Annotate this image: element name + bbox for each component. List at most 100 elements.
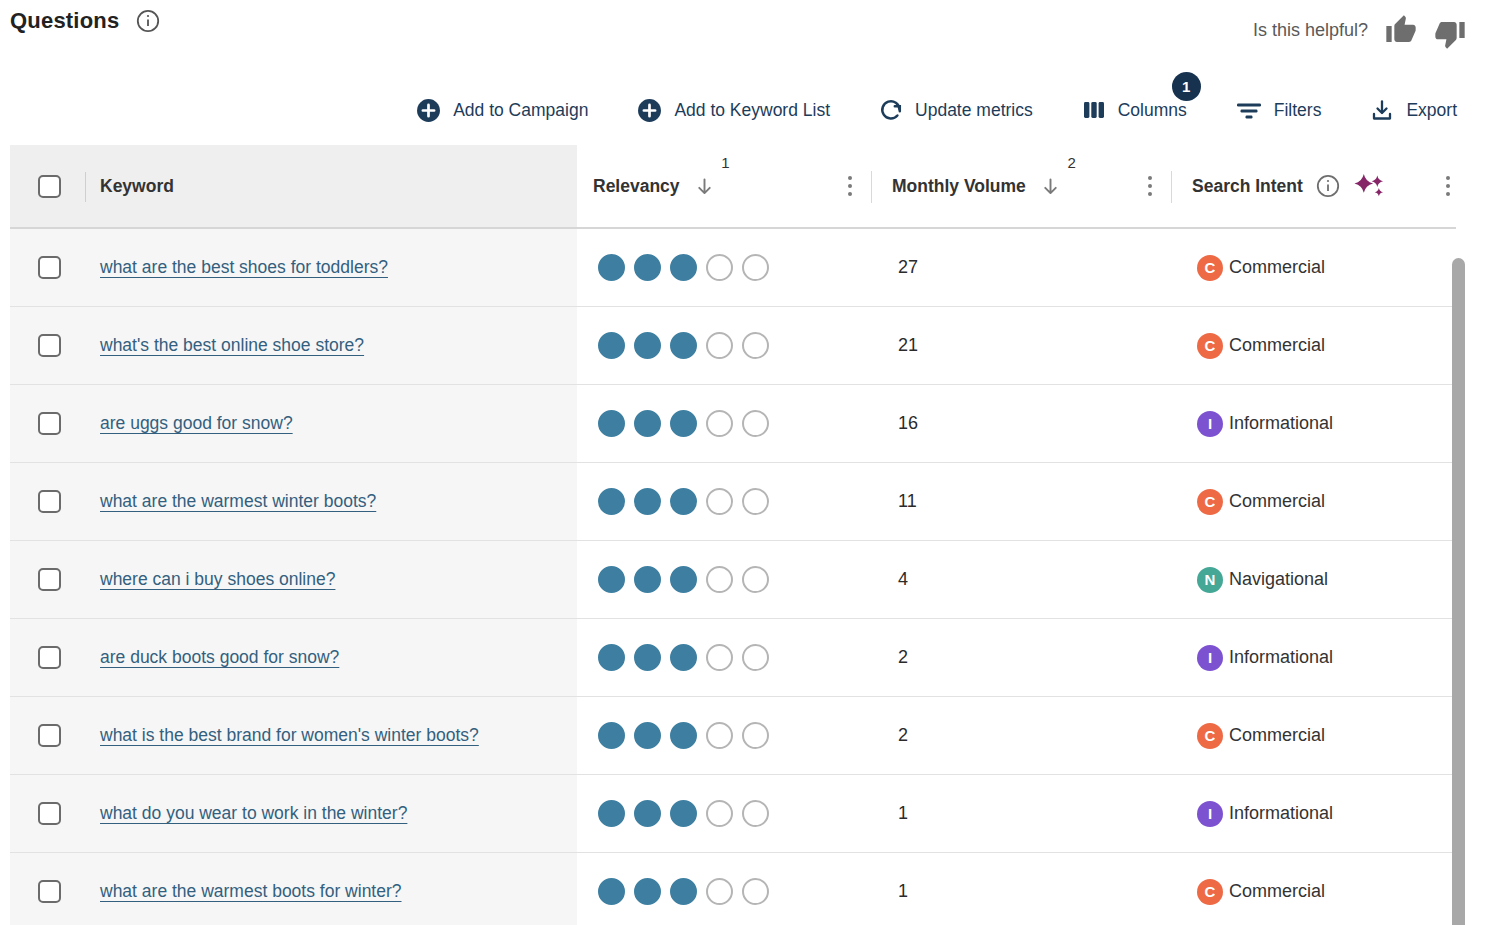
table-row: what do you wear to work in the winter? … — [10, 775, 1456, 853]
sort-desc-icon — [1040, 176, 1061, 197]
update-metrics-label: Update metrics — [915, 100, 1033, 121]
sparkles-icon[interactable] — [1353, 173, 1385, 200]
relevancy-dot — [706, 566, 733, 593]
volume-value: 1 — [892, 881, 908, 902]
export-label: Export — [1406, 100, 1457, 121]
intent-label: Informational — [1229, 647, 1333, 668]
title-info-icon[interactable] — [136, 9, 160, 33]
keyword-link[interactable]: are duck boots good for snow? — [100, 647, 339, 668]
row-checkbox[interactable] — [38, 880, 61, 903]
relevancy-dots — [593, 878, 769, 905]
relevancy-dot — [634, 722, 661, 749]
relevancy-dot — [742, 488, 769, 515]
plus-circle-icon — [637, 98, 662, 123]
relevancy-dot — [598, 800, 625, 827]
relevancy-dot — [634, 488, 661, 515]
volume-value: 27 — [892, 257, 918, 278]
row-checkbox-cell — [10, 775, 88, 852]
relevancy-cell — [577, 541, 872, 618]
columns-icon — [1082, 98, 1106, 122]
keyword-link[interactable]: what do you wear to work in the winter? — [100, 803, 407, 824]
relevancy-dot — [598, 332, 625, 359]
row-checkbox[interactable] — [38, 256, 61, 279]
row-checkbox[interactable] — [38, 724, 61, 747]
row-checkbox[interactable] — [38, 490, 61, 513]
relevancy-dot — [742, 878, 769, 905]
row-checkbox-cell — [10, 463, 88, 540]
thumb-down-icon[interactable] — [1434, 18, 1466, 50]
row-checkbox-cell — [10, 307, 88, 384]
row-checkbox[interactable] — [38, 568, 61, 591]
keyword-link[interactable]: what's the best online shoe store? — [100, 335, 364, 356]
feedback: Is this helpful? — [1253, 8, 1466, 50]
intent-cell: I Informational — [1172, 775, 1456, 852]
volume-cell: 16 — [872, 385, 1172, 462]
relevancy-dot — [634, 410, 661, 437]
intent-cell: C Commercial — [1172, 463, 1456, 540]
export-button[interactable]: Export — [1370, 98, 1457, 122]
relevancy-dot — [598, 644, 625, 671]
relevancy-dot — [742, 722, 769, 749]
table-row: are duck boots good for snow? 2 I Inform… — [10, 619, 1456, 697]
relevancy-menu-kebab-icon[interactable] — [844, 172, 857, 201]
relevancy-dot — [634, 878, 661, 905]
volume-value: 21 — [892, 335, 918, 356]
volume-value: 1 — [892, 803, 908, 824]
relevancy-dot — [706, 332, 733, 359]
intent-cell: C Commercial — [1172, 229, 1456, 306]
sort-rank: 2 — [1068, 154, 1076, 171]
relevancy-dot — [634, 566, 661, 593]
relevancy-dot — [706, 254, 733, 281]
row-checkbox-cell — [10, 619, 88, 696]
intent-menu-kebab-icon[interactable] — [1442, 172, 1455, 201]
relevancy-cell — [577, 229, 872, 306]
volume-cell: 21 — [872, 307, 1172, 384]
thumb-up-icon[interactable] — [1385, 14, 1417, 46]
volume-menu-kebab-icon[interactable] — [1144, 172, 1157, 201]
relevancy-dot — [634, 254, 661, 281]
relevancy-sort-control[interactable]: 1 — [694, 176, 715, 197]
add-to-campaign-button[interactable]: Add to Campaign — [416, 98, 588, 123]
row-checkbox-cell — [10, 853, 88, 925]
columns-button[interactable]: Columns 1 — [1082, 98, 1187, 122]
select-all-checkbox[interactable] — [38, 175, 61, 198]
plus-circle-icon — [416, 98, 441, 123]
keyword-cell: what are the warmest boots for winter? — [88, 853, 577, 925]
relevancy-dot — [742, 800, 769, 827]
row-checkbox-cell — [10, 541, 88, 618]
relevancy-dot — [598, 254, 625, 281]
keyword-cell: are uggs good for snow? — [88, 385, 577, 462]
relevancy-dot — [598, 566, 625, 593]
relevancy-dot — [706, 800, 733, 827]
keyword-link[interactable]: where can i buy shoes online? — [100, 569, 335, 590]
relevancy-cell — [577, 463, 872, 540]
update-metrics-button[interactable]: Update metrics — [879, 98, 1033, 122]
intent-label: Navigational — [1229, 569, 1328, 590]
relevancy-dot — [598, 878, 625, 905]
keyword-link[interactable]: what is the best brand for women's winte… — [100, 725, 479, 746]
keyword-link[interactable]: are uggs good for snow? — [100, 413, 293, 434]
volume-sort-control[interactable]: 2 — [1040, 176, 1061, 197]
keyword-link[interactable]: what are the warmest boots for winter? — [100, 881, 402, 902]
relevancy-dot — [598, 722, 625, 749]
row-checkbox[interactable] — [38, 412, 61, 435]
row-checkbox[interactable] — [38, 646, 61, 669]
search-intent-info-icon[interactable] — [1316, 174, 1340, 198]
keyword-link[interactable]: what are the best shoes for toddlers? — [100, 257, 388, 278]
columns-count-badge: 1 — [1172, 72, 1201, 101]
vertical-scrollbar[interactable] — [1452, 258, 1465, 925]
add-to-keyword-list-button[interactable]: Add to Keyword List — [637, 98, 830, 123]
volume-cell: 1 — [872, 853, 1172, 925]
relevancy-cell — [577, 697, 872, 774]
row-checkbox[interactable] — [38, 334, 61, 357]
relevancy-dot — [706, 644, 733, 671]
row-checkbox[interactable] — [38, 802, 61, 825]
table-row: are uggs good for snow? 16 I Information… — [10, 385, 1456, 463]
header-relevancy-label: Relevancy — [593, 176, 680, 197]
relevancy-dots — [593, 410, 769, 437]
filters-button[interactable]: Filters — [1236, 98, 1322, 122]
refresh-icon — [879, 98, 903, 122]
keyword-link[interactable]: what are the warmest winter boots? — [100, 491, 376, 512]
add-to-campaign-label: Add to Campaign — [453, 100, 588, 121]
relevancy-dot — [670, 410, 697, 437]
